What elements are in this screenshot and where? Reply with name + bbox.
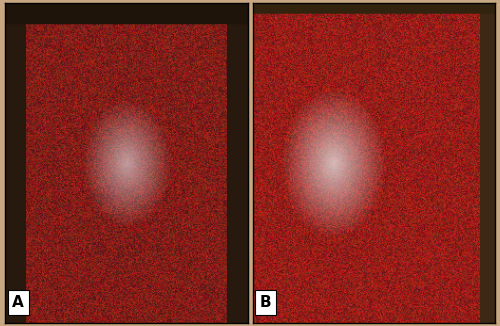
- Text: B: B: [260, 295, 272, 310]
- Text: A: A: [12, 295, 24, 310]
